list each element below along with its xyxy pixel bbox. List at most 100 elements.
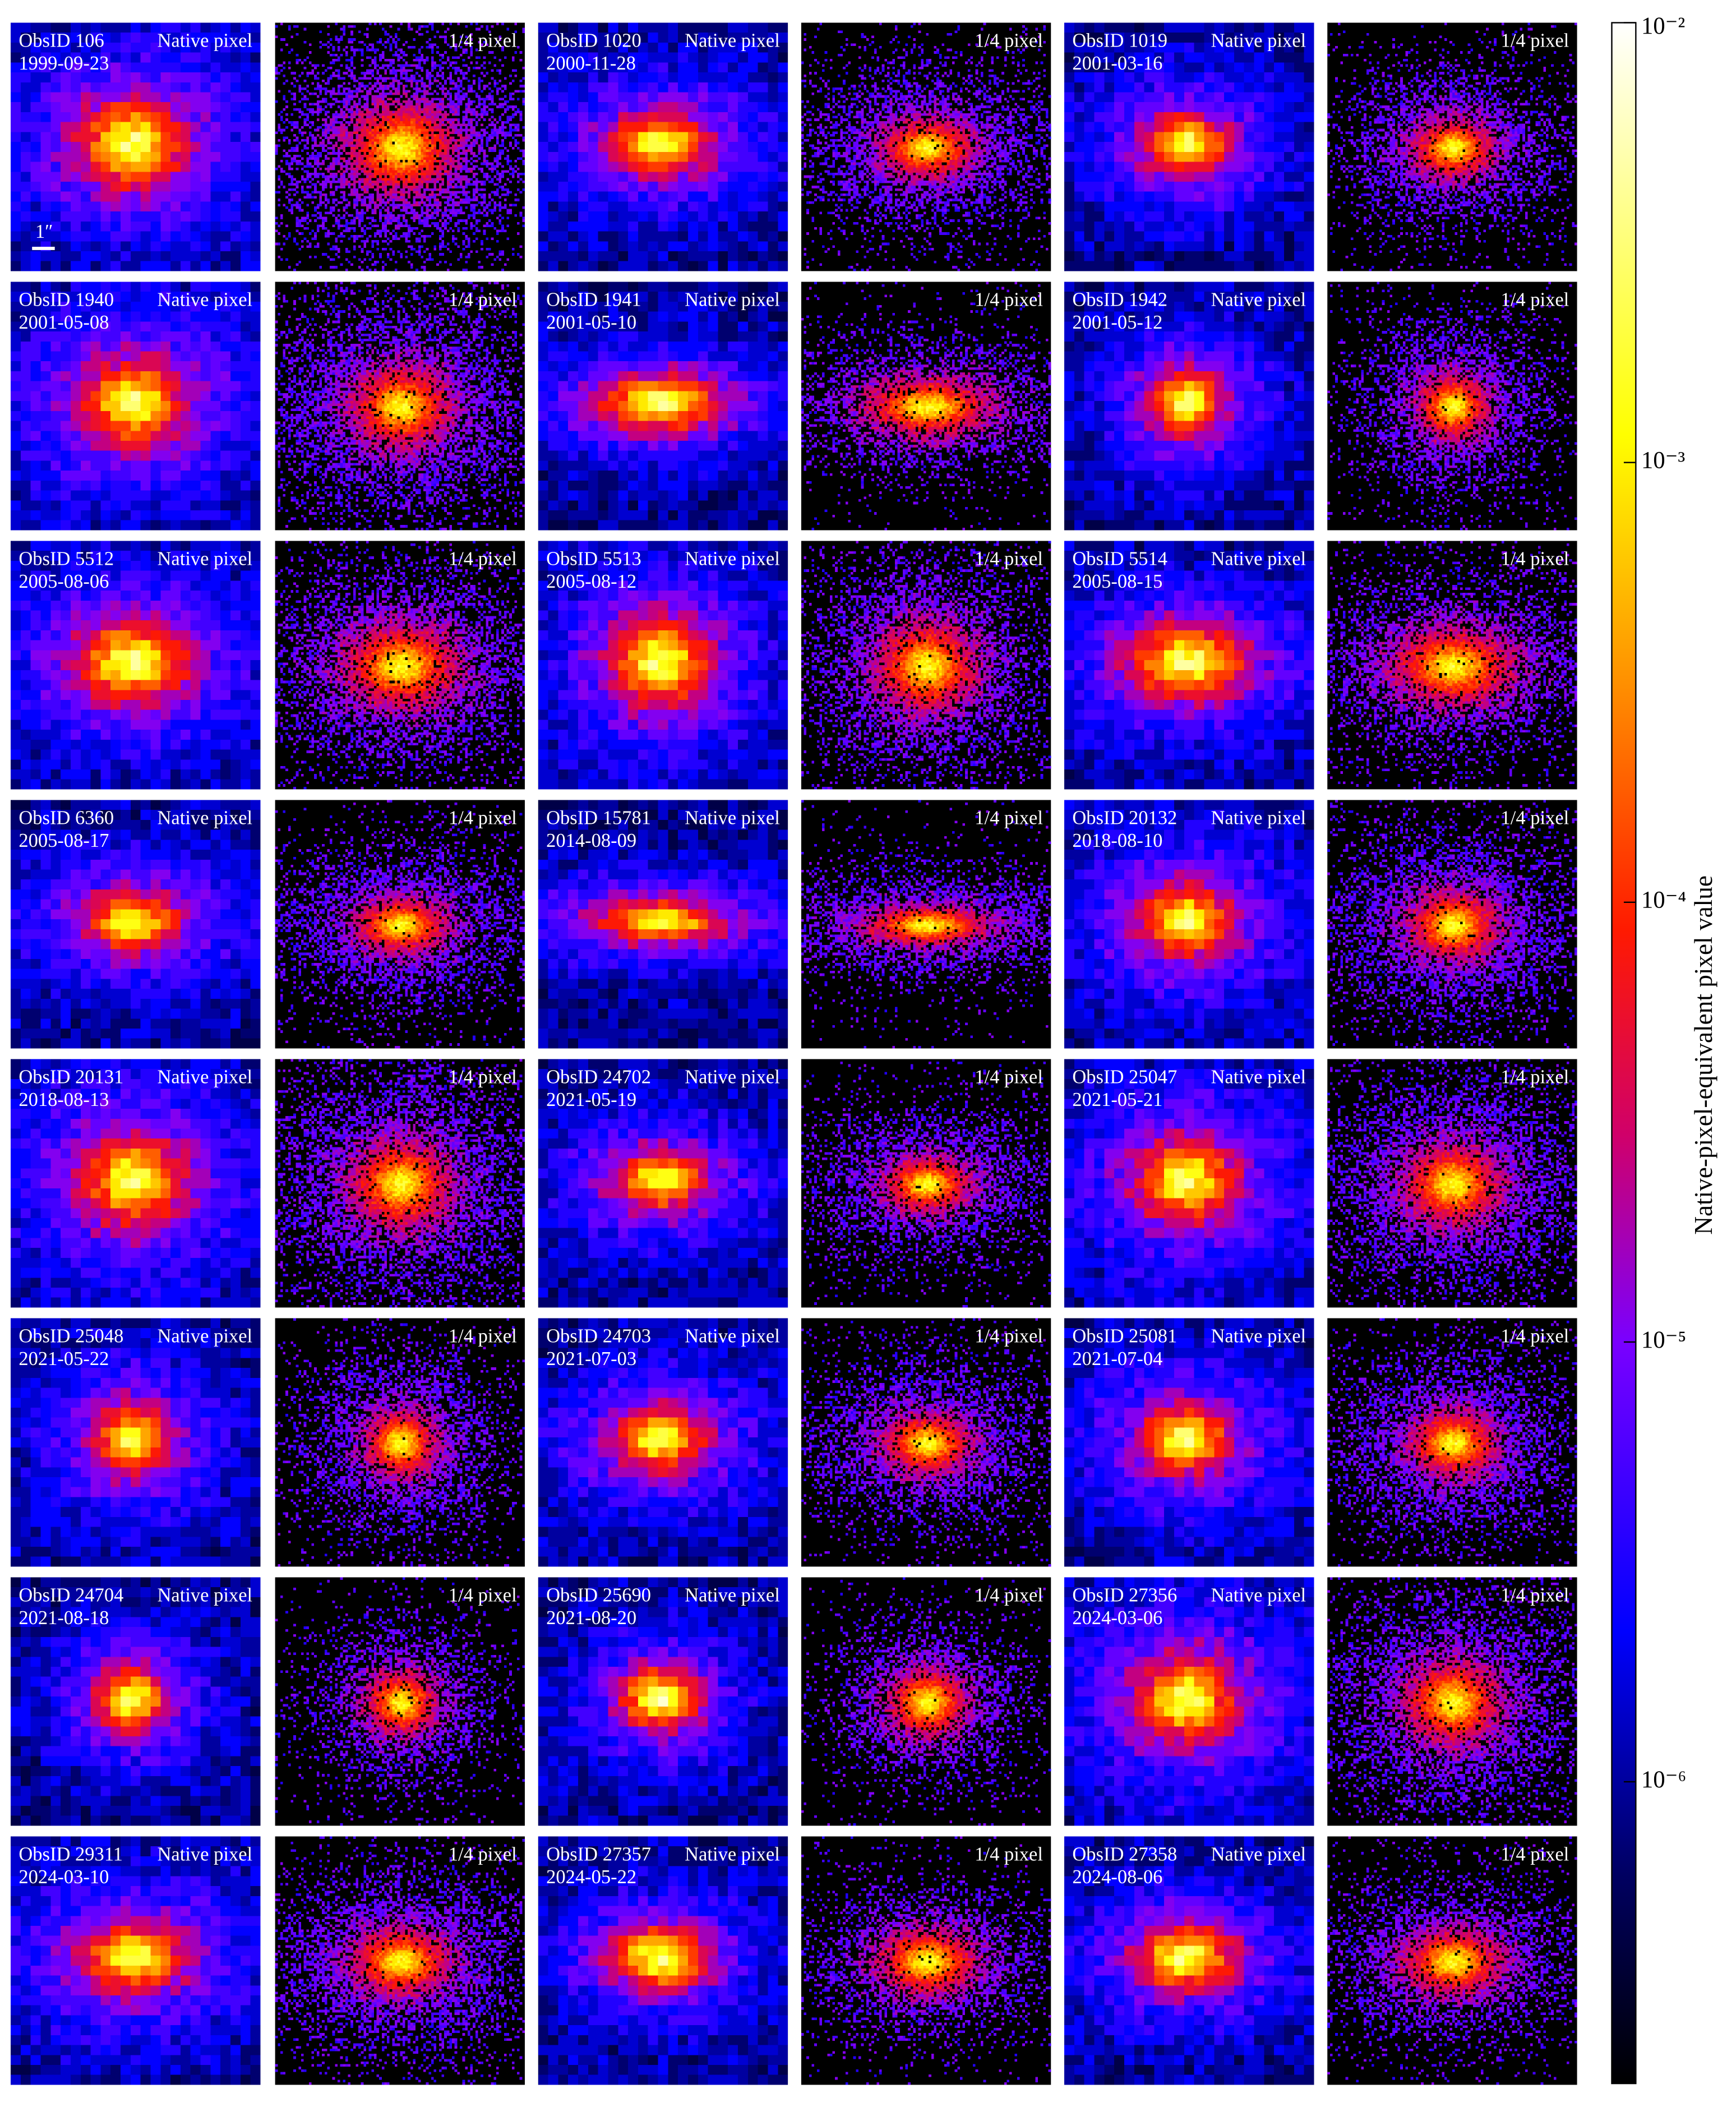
image-pixels — [1164, 1956, 1194, 1976]
image-pixels — [668, 132, 688, 142]
image-pixels — [1104, 321, 1284, 481]
image-pixels — [140, 411, 151, 421]
image-pixels — [568, 580, 758, 740]
image-pixels — [1154, 1407, 1215, 1438]
image-pixels — [1124, 341, 1244, 461]
image-pixels — [538, 1059, 788, 1308]
image-pixels — [275, 1318, 525, 1567]
subpixel-label: 1/4 pixel — [1501, 1066, 1569, 1087]
native-pixel-label: Native pixel — [685, 548, 780, 569]
image-pixels — [379, 914, 424, 940]
image-pixels — [397, 1955, 405, 1963]
image-pixels — [840, 584, 1017, 751]
image-pixels — [1389, 346, 1523, 468]
image-pixels — [80, 889, 181, 959]
image-pixels — [345, 1134, 455, 1235]
image-pixels — [20, 1328, 251, 1547]
image-pixels — [381, 914, 416, 938]
image-pixels — [397, 665, 400, 668]
image-pixels — [1449, 146, 1458, 153]
image-pixels — [1134, 630, 1244, 690]
image-pixels — [384, 1686, 418, 1720]
image-pixels — [1064, 42, 1304, 242]
image-pixels — [618, 1935, 698, 1986]
image-pixels — [121, 1696, 131, 1707]
native-pixel-label: Native pixel — [1211, 1584, 1306, 1606]
image-pixels — [1124, 1128, 1244, 1228]
image-pixels — [11, 570, 261, 760]
image-pixels — [801, 541, 1051, 790]
subpixel-label: 1/4 pixel — [1501, 1843, 1569, 1865]
image-pixels — [275, 1059, 525, 1308]
image-pixels — [874, 1660, 981, 1749]
image-pixels — [1174, 909, 1204, 929]
image-pixels — [1064, 541, 1314, 790]
image-pixels — [11, 1318, 261, 1567]
image-pixels — [1164, 1437, 1175, 1447]
date-label: 2001-05-08 — [19, 312, 109, 333]
image-pixels — [648, 1945, 678, 1976]
image-pixels — [1408, 118, 1494, 183]
image-pixels — [395, 1178, 408, 1191]
image-pixels — [628, 630, 678, 690]
image-pixels — [918, 660, 939, 679]
image-pixels — [11, 1577, 261, 1826]
image-pixels — [1429, 1424, 1479, 1463]
image-pixels — [11, 541, 261, 790]
image-pixels — [874, 618, 984, 717]
image-pixels — [648, 630, 688, 690]
native-pixel-label: Native pixel — [1211, 1843, 1306, 1865]
image-pixels — [801, 1836, 1051, 2082]
image-pixels — [668, 1706, 678, 1717]
image-pixels — [1442, 1435, 1466, 1453]
image-pixels — [538, 1836, 788, 2075]
image-pixels — [121, 1686, 161, 1727]
image-pixels — [30, 52, 221, 232]
image-pixels — [538, 1069, 788, 1298]
image-pixels — [90, 1935, 181, 1996]
date-label: 2018-08-13 — [19, 1089, 109, 1110]
image-pixels — [1164, 1427, 1204, 1458]
image-pixels — [11, 282, 261, 531]
date-label: 2005-08-12 — [546, 571, 636, 592]
image-pixels — [1327, 541, 1577, 790]
image-pixels — [1144, 1168, 1234, 1209]
image-pixels — [1144, 112, 1215, 172]
image-pixels — [1074, 591, 1304, 730]
image-pixels — [1114, 341, 1264, 451]
subpixel-label: 1/4 pixel — [1501, 289, 1569, 310]
image-pixels — [538, 282, 788, 531]
native-pixel-label: Native pixel — [1211, 1325, 1306, 1347]
image-pixels — [1434, 911, 1474, 943]
image-pixels — [1144, 1925, 1234, 1996]
image-pixels — [801, 1318, 1051, 1564]
image-pixels — [1154, 1666, 1215, 1717]
subpixel-label: 1/4 pixel — [975, 1325, 1043, 1347]
image-pixels — [1366, 1908, 1536, 2018]
subpixel-label: 1/4 pixel — [449, 1584, 517, 1606]
image-pixels — [1327, 282, 1577, 528]
image-pixels — [311, 1901, 491, 2023]
image-pixels — [110, 1148, 161, 1209]
image-pixels — [618, 899, 688, 939]
image-pixels — [373, 1419, 429, 1469]
image-pixels — [1064, 800, 1314, 1049]
image-pixels — [923, 1181, 937, 1189]
image-pixels — [578, 600, 728, 730]
image-pixels — [337, 618, 468, 714]
image-pixels — [11, 800, 261, 1049]
image-pixels — [30, 1348, 230, 1527]
image-pixels — [887, 1673, 966, 1733]
date-label: 2005-08-06 — [19, 571, 109, 592]
image-pixels — [538, 869, 788, 969]
image-pixels — [1426, 382, 1484, 432]
image-pixels — [913, 1691, 939, 1715]
subpixel-label: 1/4 pixel — [1501, 30, 1569, 51]
image-pixels — [668, 391, 678, 402]
image-pixels — [908, 1686, 950, 1720]
image-pixels — [538, 22, 788, 271]
date-label: 2005-08-17 — [19, 830, 109, 851]
image-pixels — [905, 647, 950, 686]
image-pixels — [1064, 1597, 1304, 1816]
image-pixels — [538, 22, 788, 271]
